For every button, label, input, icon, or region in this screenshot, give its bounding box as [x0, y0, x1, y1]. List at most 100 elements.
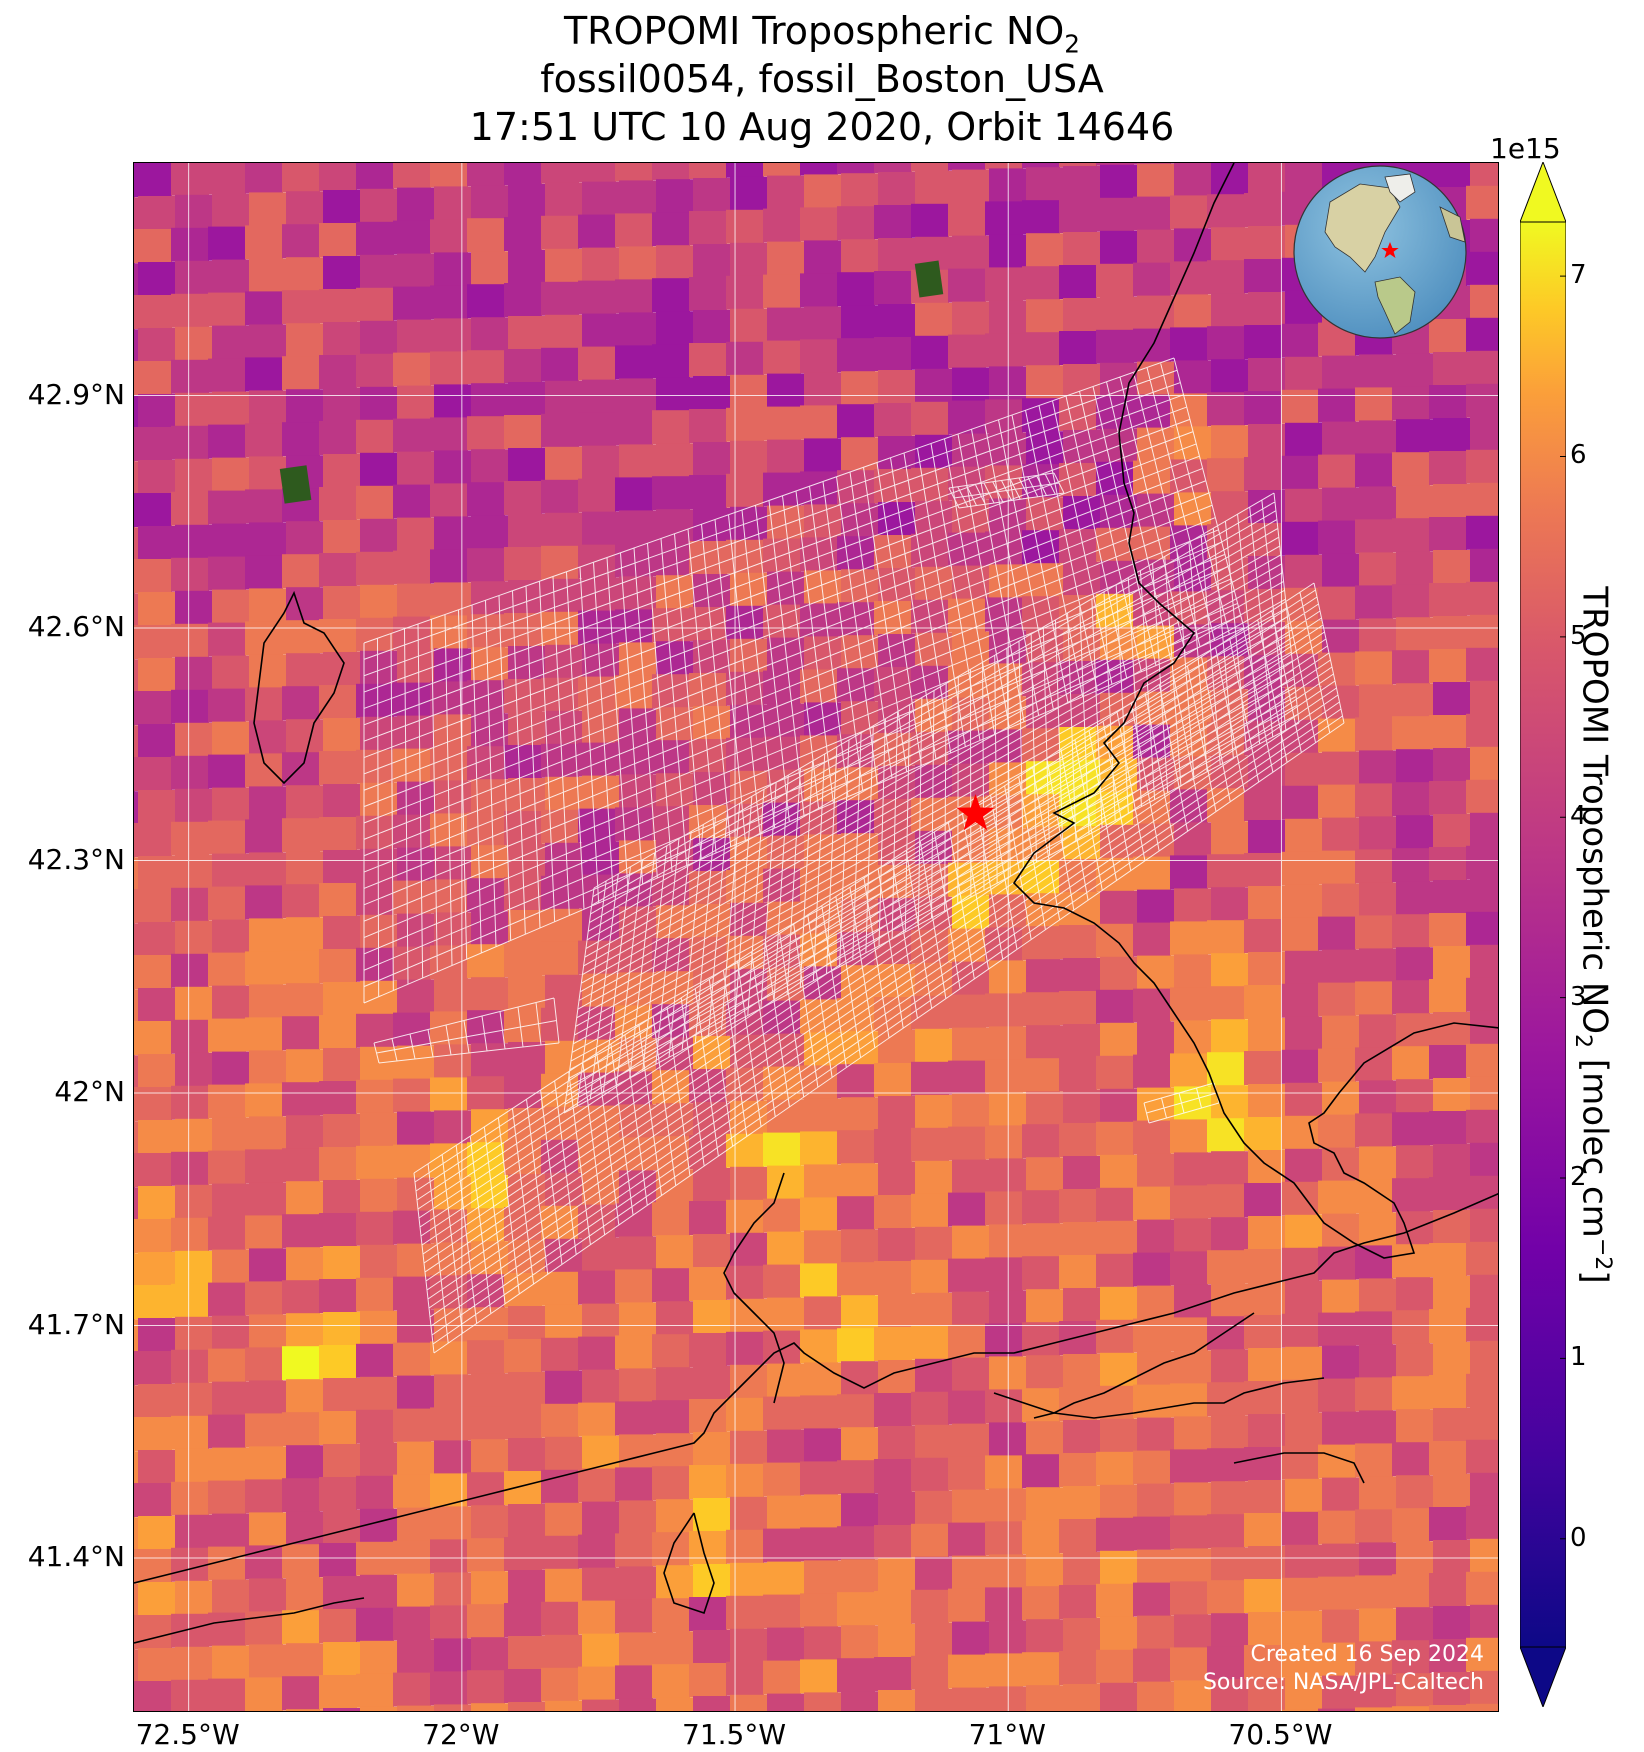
no2-pixel	[652, 410, 690, 445]
no2-pixel	[282, 1016, 320, 1051]
no2-pixel	[471, 1703, 509, 1711]
no2-pixel	[615, 477, 653, 512]
no2-pixel	[730, 374, 768, 409]
no2-pixel	[319, 1213, 357, 1247]
no2-pixel	[1433, 1078, 1471, 1112]
no2-pixel	[841, 371, 879, 406]
no2-pixel	[1133, 988, 1171, 1023]
no2-pixel	[504, 1471, 542, 1505]
no2-pixel	[1022, 1520, 1060, 1555]
no2-pixel	[841, 239, 879, 274]
no2-pixel	[693, 1630, 731, 1664]
no2-pixel	[1211, 1547, 1249, 1582]
no2-pixel	[471, 317, 509, 352]
no2-pixel	[1133, 1648, 1171, 1683]
no2-pixel	[245, 357, 283, 392]
no2-pixel	[1396, 353, 1434, 388]
no2-pixel	[800, 1131, 838, 1166]
no2-pixel	[1466, 449, 1498, 484]
no2-pixel	[874, 1459, 912, 1493]
no2-pixel	[1433, 1012, 1471, 1046]
no2-pixel	[841, 1295, 879, 1330]
no2-pixel	[397, 583, 435, 618]
no2-pixel	[508, 1702, 546, 1711]
no2-pixel	[1248, 424, 1286, 458]
no2-pixel	[578, 163, 616, 183]
no2-pixel	[1022, 1190, 1060, 1225]
no2-pixel	[471, 1307, 509, 1342]
no2-pixel	[689, 1069, 727, 1103]
no2-pixel	[1133, 1186, 1171, 1221]
no2-pixel	[323, 454, 361, 488]
no2-pixel	[434, 1506, 472, 1541]
no2-pixel	[1248, 163, 1286, 194]
no2-pixel	[1322, 1609, 1360, 1644]
no2-pixel	[171, 359, 209, 394]
no2-pixel	[360, 1112, 398, 1147]
no2-pixel	[837, 1526, 875, 1561]
no2-pixel	[467, 1208, 505, 1243]
no2-pixel	[915, 1556, 953, 1591]
no2-pixel	[615, 873, 653, 908]
no2-pixel	[763, 1462, 801, 1497]
no2-pixel	[356, 551, 394, 586]
target-star-icon	[956, 794, 995, 831]
no2-pixel	[874, 403, 912, 437]
no2-pixel	[249, 1248, 287, 1283]
no2-pixel	[471, 251, 509, 286]
no2-pixel	[1244, 1183, 1282, 1217]
no2-pixel	[1429, 1705, 1467, 1711]
no2-pixel	[1470, 1472, 1498, 1507]
no2-pixel	[800, 1527, 838, 1562]
no2-pixel	[656, 641, 694, 676]
no2-pixel	[471, 977, 509, 1012]
no2-pixel	[282, 356, 320, 391]
no2-pixel	[1059, 1585, 1097, 1619]
no2-pixel	[545, 380, 583, 415]
no2-pixel	[1244, 787, 1282, 821]
no2-pixel	[282, 224, 320, 259]
no2-pixel	[1433, 946, 1471, 980]
no2-pixel	[615, 279, 653, 314]
no2-pixel	[1285, 554, 1323, 589]
no2-pixel	[286, 1445, 324, 1480]
no2-pixel	[952, 235, 990, 270]
no2-pixel	[134, 1187, 139, 1222]
no2-pixel	[767, 1363, 805, 1398]
no2-pixel	[434, 714, 472, 749]
no2-pixel	[1433, 484, 1471, 518]
no2-pixel	[619, 510, 657, 545]
no2-pixel	[1248, 1084, 1286, 1118]
no2-pixel	[578, 214, 616, 249]
no2-pixel	[171, 1085, 209, 1120]
no2-pixel	[1063, 1288, 1101, 1322]
no2-pixel	[911, 1127, 949, 1162]
no2-pixel	[582, 1369, 620, 1404]
map-title-line2: fossil0054, fossil_Boston_USA	[540, 57, 1104, 101]
no2-pixel	[804, 1494, 842, 1529]
no2-pixel	[1022, 926, 1060, 961]
no2-pixel	[1285, 884, 1323, 919]
no2-pixel	[397, 385, 435, 420]
no2-pixel	[212, 1513, 250, 1548]
no2-pixel	[319, 619, 357, 653]
no2-pixel	[800, 1593, 838, 1628]
no2-pixel	[763, 208, 801, 243]
no2-pixel	[545, 1700, 583, 1711]
no2-pixel	[656, 1631, 694, 1666]
no2-pixel	[1059, 1651, 1097, 1685]
no2-pixel	[763, 1396, 801, 1431]
no2-pixel	[541, 479, 579, 514]
no2-pixel	[804, 1098, 842, 1133]
no2-pixel	[767, 1231, 805, 1266]
no2-pixel	[1026, 959, 1064, 994]
no2-pixel	[171, 1547, 209, 1582]
no2-pixel	[1207, 392, 1245, 427]
no2-pixel	[323, 388, 361, 422]
no2-pixel	[134, 923, 139, 958]
no2-pixel	[952, 1225, 990, 1260]
no2-pixel	[286, 1313, 324, 1348]
no2-pixel	[282, 818, 320, 853]
no2-pixel	[1063, 496, 1101, 530]
no2-pixel	[985, 597, 1023, 632]
